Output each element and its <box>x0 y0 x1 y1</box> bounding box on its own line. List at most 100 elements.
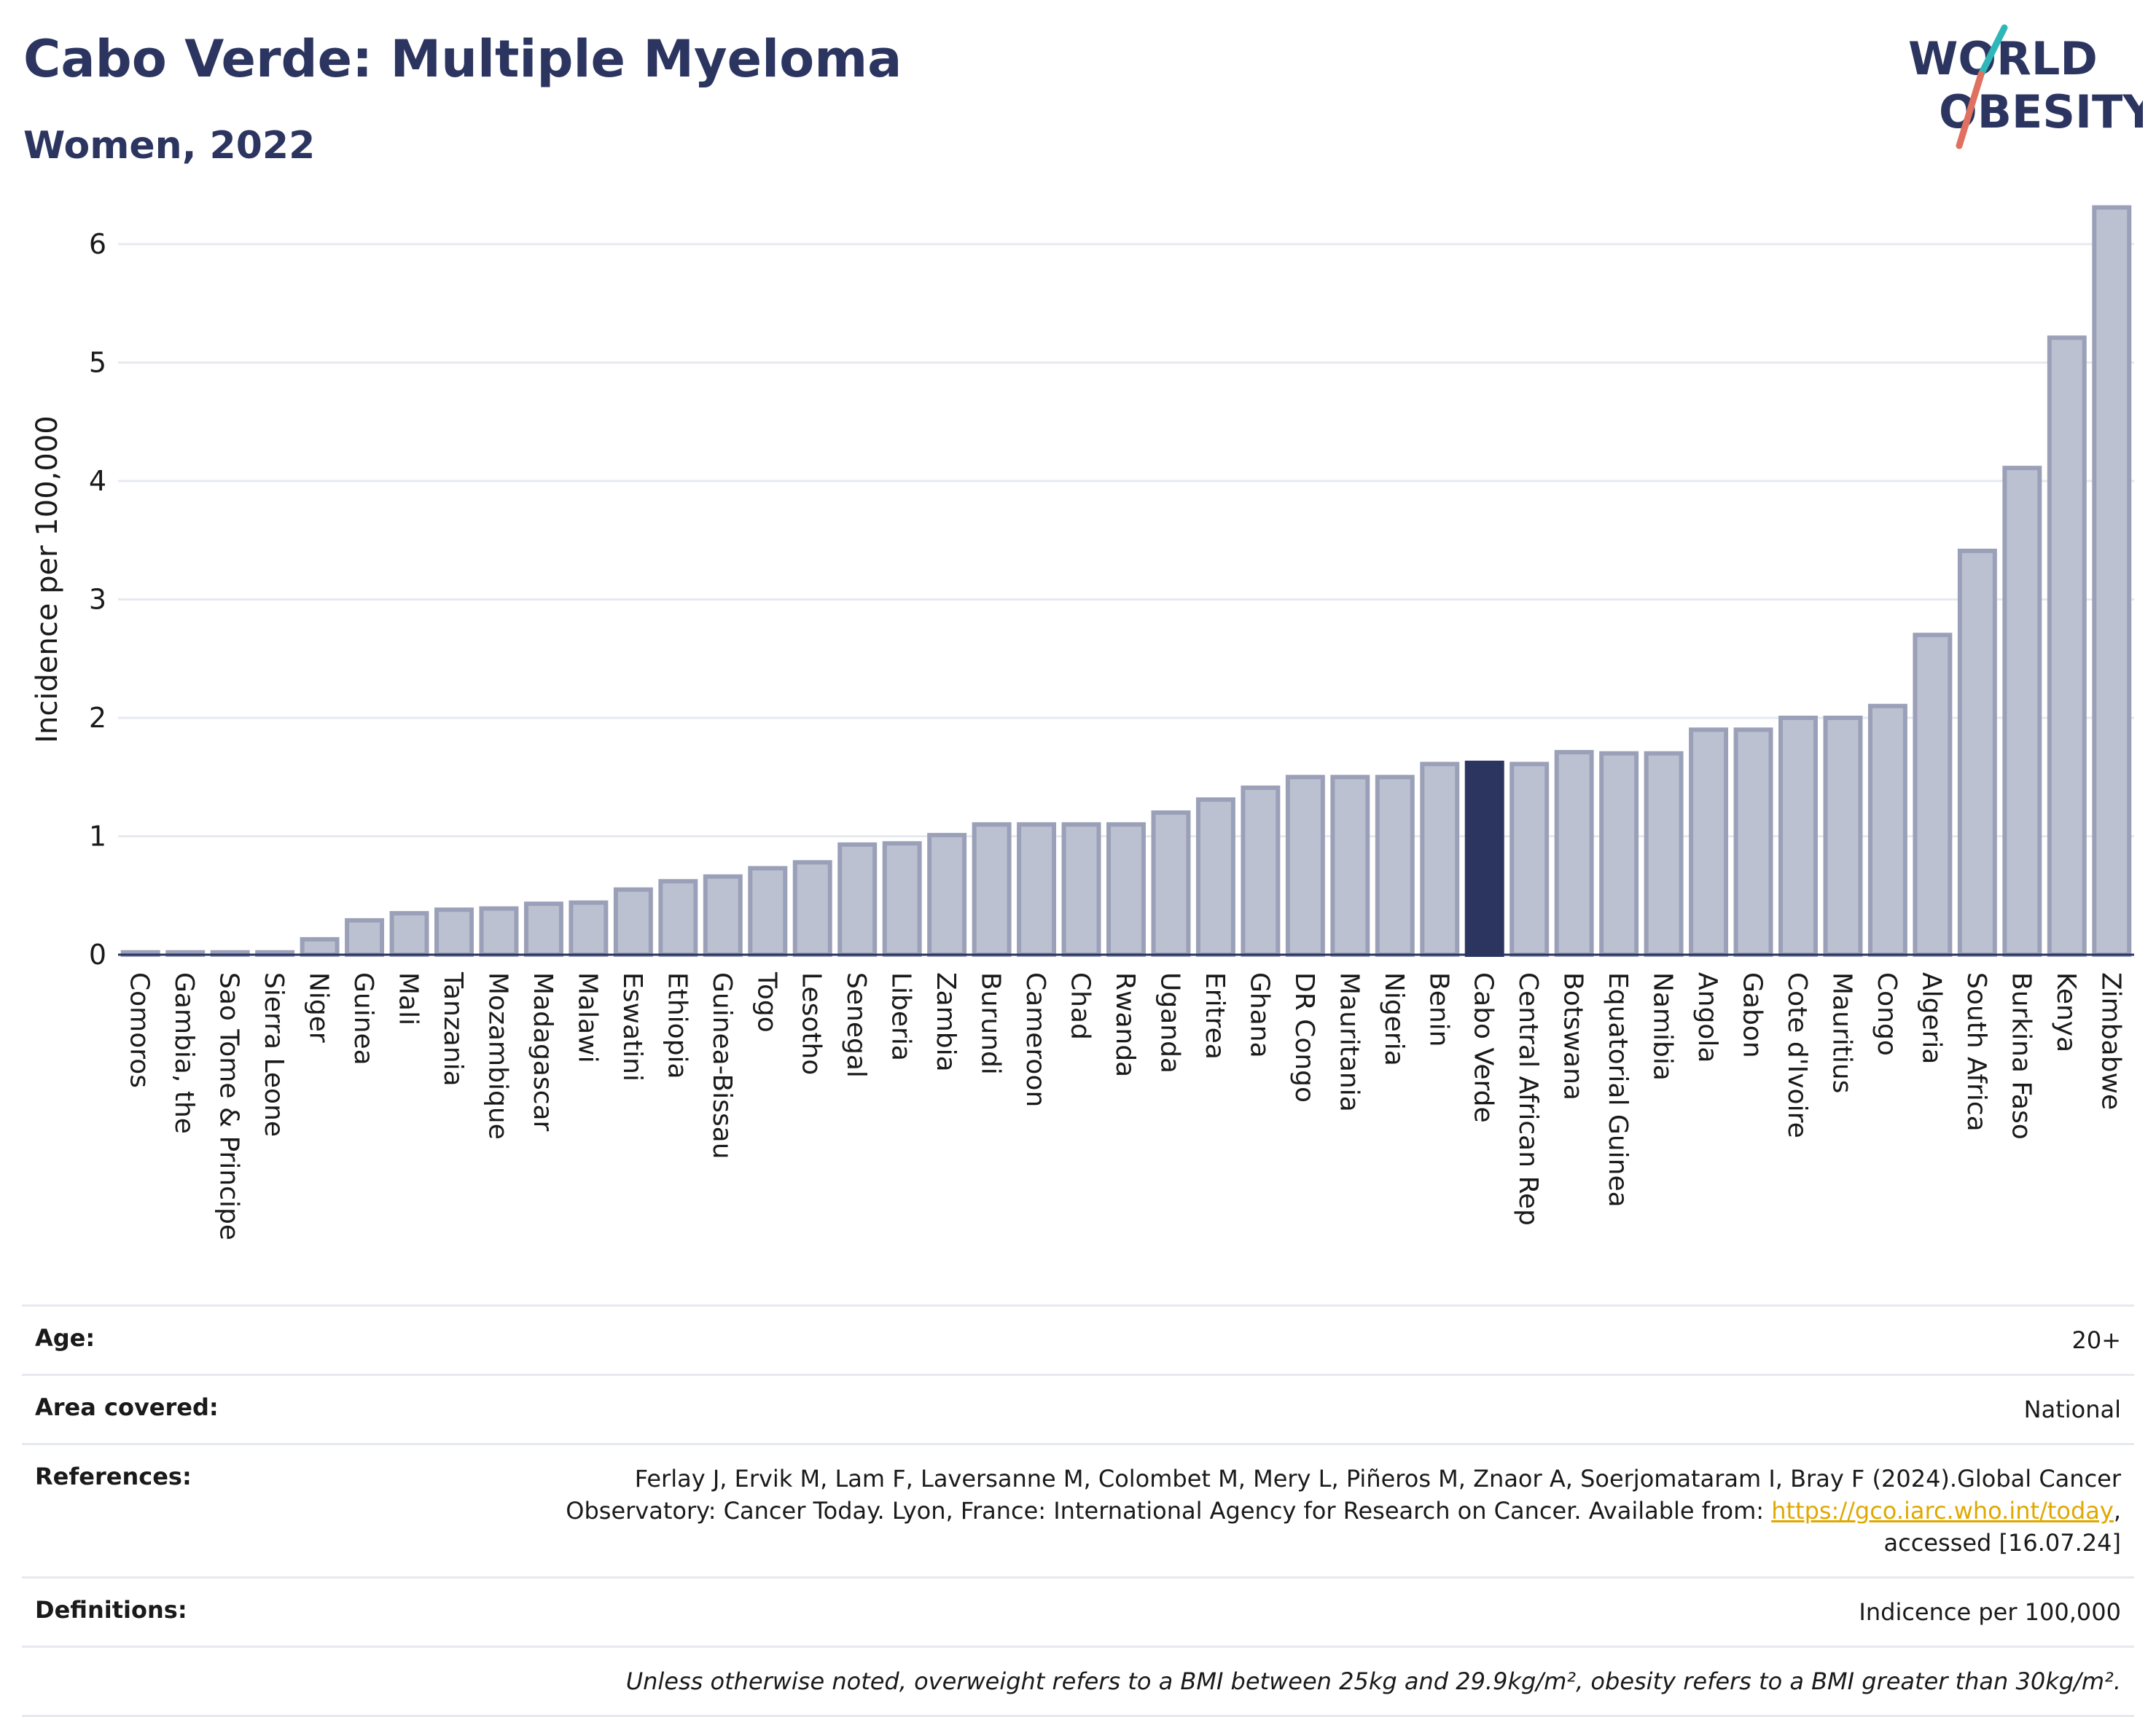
x-tick-label: Burkina Faso <box>2006 972 2036 1140</box>
bar <box>1017 822 1057 957</box>
x-tick-label: Sierra Leone <box>259 972 289 1137</box>
bar <box>345 918 385 957</box>
area-value: National <box>2023 1396 2121 1423</box>
bar <box>2047 335 2087 957</box>
age-value: 20+ <box>2071 1326 2121 1354</box>
x-tick-label: Burundi <box>976 972 1006 1075</box>
x-tick-label: Rwanda <box>1110 972 1140 1077</box>
x-tick-label: Comoros <box>125 972 155 1088</box>
x-tick-label: Niger <box>304 972 334 1043</box>
x-tick-label: Namibia <box>1648 972 1678 1081</box>
reference-link[interactable]: https://gco.iarc.who.int/today <box>1771 1497 2114 1525</box>
x-tick-label: Zimbabwe <box>2096 972 2125 1110</box>
y-tick-label: 4 <box>89 465 106 497</box>
x-tick-label: Mali <box>394 972 423 1025</box>
x-tick-label: Cabo Verde <box>1469 972 1499 1123</box>
bar <box>1375 775 1415 957</box>
x-tick-label: Eritrea <box>1200 972 1230 1060</box>
x-tick-label: Central African Rep <box>1513 972 1543 1226</box>
reference-line-3: accessed [16.07.24] <box>1883 1529 2121 1557</box>
bar <box>1195 797 1235 957</box>
x-tick-label: Madagascar <box>528 972 558 1132</box>
x-tick-label: Mauritius <box>1827 972 1856 1093</box>
bar <box>1689 727 1729 957</box>
bar <box>300 936 340 957</box>
x-tick-label: Benin <box>1423 972 1453 1047</box>
bar <box>523 901 563 957</box>
footer-row-note: Unless otherwise noted, overweight refer… <box>22 1646 2134 1717</box>
x-tick-label: Equatorial Guinea <box>1603 972 1633 1208</box>
definitions-label: Definitions: <box>35 1596 187 1624</box>
footer-row-age: Age: 20+ <box>22 1305 2134 1374</box>
y-tick-label: 2 <box>89 702 106 734</box>
footer-row-definitions: Definitions: Indicence per 100,000 <box>22 1576 2134 1646</box>
x-tick-label: Mauritania <box>1334 972 1364 1112</box>
bar <box>703 874 743 957</box>
x-tick-label: Uganda <box>1155 972 1184 1073</box>
x-tick-label: Botswana <box>1558 972 1588 1100</box>
definitions-value: Indicence per 100,000 <box>1859 1598 2121 1626</box>
bar <box>1957 548 1997 957</box>
bar-chart: 0 1 2 3 4 5 6 Comoros Gambia, the Sao Tome & Pri… <box>31 205 2134 1240</box>
x-tick-label: Cameroon <box>1020 972 1050 1107</box>
bar <box>1644 751 1684 957</box>
bar <box>748 866 788 957</box>
obesity-definition-note: Unless otherwise noted, overweight refer… <box>625 1667 2121 1695</box>
svg-text:WORLD: WORLD <box>1908 32 2098 85</box>
bar <box>1330 775 1370 957</box>
x-tick-label: Kenya <box>2051 972 2081 1052</box>
bar <box>479 906 519 957</box>
y-tick-label: 3 <box>89 584 106 616</box>
bar <box>1778 716 1818 957</box>
y-axis-ticks: 0 1 2 3 4 5 6 <box>89 228 106 971</box>
bar <box>1913 633 1953 957</box>
bar <box>1241 785 1281 957</box>
x-tick-label: Guinea-Bissau <box>707 972 737 1159</box>
x-tick-label: Liberia <box>886 972 916 1061</box>
chart-subtitle: Women, 2022 <box>23 124 316 168</box>
x-tick-label: Malawi <box>572 972 602 1063</box>
x-tick-label: Gambia, the <box>169 972 199 1134</box>
bars <box>120 205 2132 957</box>
age-label: Age: <box>35 1324 95 1352</box>
bar <box>1420 762 1460 957</box>
bar <box>1599 751 1639 957</box>
x-tick-label: Togo <box>751 971 781 1033</box>
bar <box>2092 205 2132 957</box>
bar <box>972 822 1012 957</box>
bar <box>837 842 878 957</box>
bar <box>434 907 474 957</box>
bar <box>882 841 922 957</box>
bar-highlighted <box>1464 760 1504 957</box>
bar <box>1867 703 1907 957</box>
bar <box>927 832 967 957</box>
x-tick-label: Ethiopia <box>662 972 692 1079</box>
bar <box>1509 762 1550 957</box>
x-axis-labels: Comoros Gambia, the Sao Tome & Principe Sie… <box>125 971 2126 1240</box>
bar <box>2002 466 2042 957</box>
bar <box>658 879 698 957</box>
bar <box>389 911 429 957</box>
footer-row-area: Area covered: National <box>22 1374 2134 1443</box>
info-footer: Age: 20+ Area covered: National Referenc… <box>22 1305 2134 1717</box>
chart-title: Cabo Verde: Multiple Myeloma <box>23 29 902 89</box>
y-tick-label: 1 <box>89 821 106 853</box>
x-tick-label: Lesotho <box>797 972 827 1075</box>
x-tick-label: Sao Tome & Principe <box>214 972 244 1240</box>
x-tick-label: Eswatini <box>617 972 647 1082</box>
reference-text: Observatory: Cancer Today. Lyon, France:… <box>566 1497 1772 1525</box>
world-obesity-logo: WORLD OBESITY <box>1908 24 2143 149</box>
y-tick-label: 5 <box>89 347 106 379</box>
references-label: References: <box>35 1463 192 1490</box>
x-tick-label: Zambia <box>931 972 961 1072</box>
bar <box>1733 727 1773 957</box>
x-tick-label: Senegal <box>841 972 871 1078</box>
area-label: Area covered: <box>35 1393 219 1421</box>
y-tick-label: 0 <box>89 939 106 971</box>
x-tick-label: South Africa <box>1961 972 1991 1132</box>
reference-line-1: Ferlay J, Ervik M, Lam F, Laversanne M, … <box>634 1465 2121 1493</box>
x-tick-label: Algeria <box>1916 972 1946 1065</box>
x-tick-label: Tanzania <box>438 971 468 1087</box>
bar <box>569 900 609 957</box>
bar <box>1061 822 1101 957</box>
